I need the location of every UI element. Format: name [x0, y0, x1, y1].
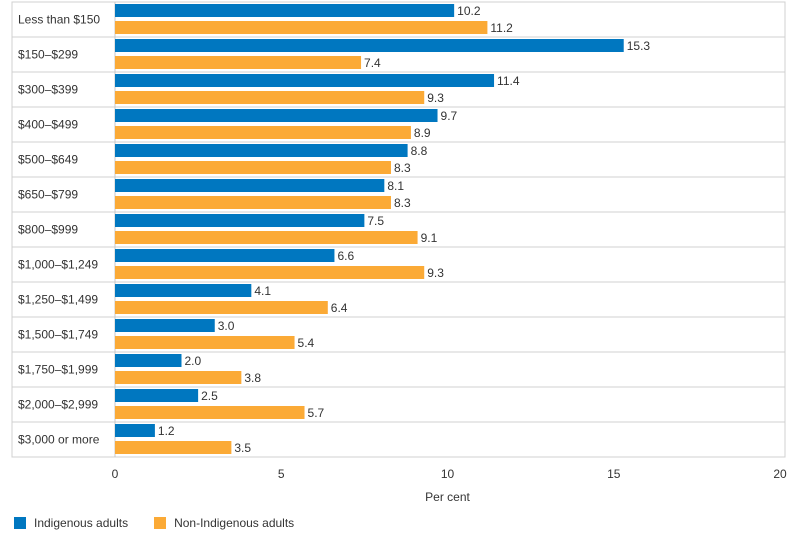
category-label: $300–$399: [18, 83, 78, 97]
category-label: $1,500–$1,749: [18, 328, 98, 342]
bar-non-indigenous: [115, 196, 391, 209]
bar-indigenous: [115, 144, 408, 157]
category-label: $800–$999: [18, 223, 78, 237]
bar-indigenous: [115, 4, 455, 17]
value-label-non-indigenous: 5.4: [298, 336, 315, 350]
value-label-non-indigenous: 9.1: [421, 231, 438, 245]
value-label-indigenous: 2.5: [201, 389, 218, 403]
legend-item-non-indigenous[interactable]: Non-Indigenous adults: [154, 516, 294, 530]
bar-non-indigenous: [115, 21, 488, 34]
category-label: Less than $150: [18, 13, 100, 27]
bar-indigenous: [115, 319, 215, 332]
bar-indigenous: [115, 179, 385, 192]
value-label-non-indigenous: 5.7: [308, 406, 325, 420]
x-tick-label: 20: [773, 467, 787, 481]
legend-label-indigenous: Indigenous adults: [34, 516, 129, 530]
value-label-non-indigenous: 3.5: [234, 441, 251, 455]
bar-indigenous: [115, 109, 438, 122]
category-label: $1,250–$1,499: [18, 293, 98, 307]
value-label-non-indigenous: 9.3: [427, 91, 444, 105]
category-label: $2,000–$2,999: [18, 398, 98, 412]
bar-indigenous: [115, 389, 199, 402]
bar-non-indigenous: [115, 301, 328, 314]
bar-non-indigenous: [115, 161, 391, 174]
value-label-indigenous: 11.4: [497, 74, 520, 88]
legend-swatch-non-indigenous: [154, 517, 167, 529]
bar-chart: Less than $150 10.2 11.2 $150–$299 15.3 7.4 $3…: [11, 1, 787, 504]
category-label: $400–$499: [18, 118, 78, 132]
x-tick-label: 0: [112, 467, 119, 481]
value-label-non-indigenous: 11.2: [490, 21, 513, 35]
bar-non-indigenous: [115, 441, 232, 454]
bar-indigenous: [115, 284, 252, 297]
category-label: $3,000 or more: [18, 433, 100, 447]
value-label-non-indigenous: 6.4: [331, 301, 348, 315]
bar-non-indigenous: [115, 231, 418, 244]
value-label-indigenous: 7.5: [367, 214, 384, 228]
bar-indigenous: [115, 424, 155, 437]
value-label-non-indigenous: 7.4: [364, 56, 381, 70]
x-tick-label: 15: [607, 467, 621, 481]
value-label-indigenous: 3.0: [218, 319, 235, 333]
value-label-non-indigenous: 8.9: [414, 126, 431, 140]
plot-frame: [11, 1, 786, 458]
bar-indigenous: [115, 74, 495, 87]
bar-non-indigenous: [115, 126, 411, 139]
bar-non-indigenous: [115, 266, 425, 279]
x-tick-label: 5: [278, 467, 285, 481]
x-axis-title: Per cent: [425, 490, 470, 504]
value-label-indigenous: 8.8: [411, 144, 428, 158]
bar-indigenous: [115, 39, 624, 52]
value-label-non-indigenous: 9.3: [427, 266, 444, 280]
value-label-indigenous: 15.3: [627, 39, 651, 53]
category-label: $150–$299: [18, 48, 78, 62]
bar-non-indigenous: [115, 56, 362, 69]
value-label-indigenous: 6.6: [337, 249, 354, 263]
bar-indigenous: [115, 249, 335, 262]
bar-non-indigenous: [115, 91, 425, 104]
bar-non-indigenous: [115, 371, 242, 384]
category-label: $1,750–$1,999: [18, 363, 98, 377]
legend-item-indigenous[interactable]: Indigenous adults: [14, 516, 128, 530]
value-label-indigenous: 8.1: [387, 179, 404, 193]
legend: Indigenous adults Non-Indigenous adults: [14, 516, 294, 530]
value-label-non-indigenous: 8.3: [394, 161, 411, 175]
value-label-indigenous: 4.1: [254, 284, 271, 298]
legend-label-non-indigenous: Non-Indigenous adults: [174, 516, 295, 530]
bar-non-indigenous: [115, 406, 305, 419]
value-label-indigenous: 9.7: [441, 109, 458, 123]
value-label-indigenous: 10.2: [457, 4, 481, 18]
x-tick-label: 10: [441, 467, 455, 481]
value-label-indigenous: 1.2: [158, 424, 175, 438]
category-label: $650–$799: [18, 188, 78, 202]
bar-non-indigenous: [115, 336, 295, 349]
value-label-non-indigenous: 8.3: [394, 196, 411, 210]
legend-swatch-indigenous: [14, 517, 26, 529]
value-label-indigenous: 2.0: [185, 354, 202, 368]
value-label-non-indigenous: 3.8: [244, 371, 261, 385]
bar-indigenous: [115, 214, 365, 227]
bar-indigenous: [115, 354, 182, 367]
category-label: $500–$649: [18, 153, 78, 167]
category-label: $1,000–$1,249: [18, 258, 98, 272]
